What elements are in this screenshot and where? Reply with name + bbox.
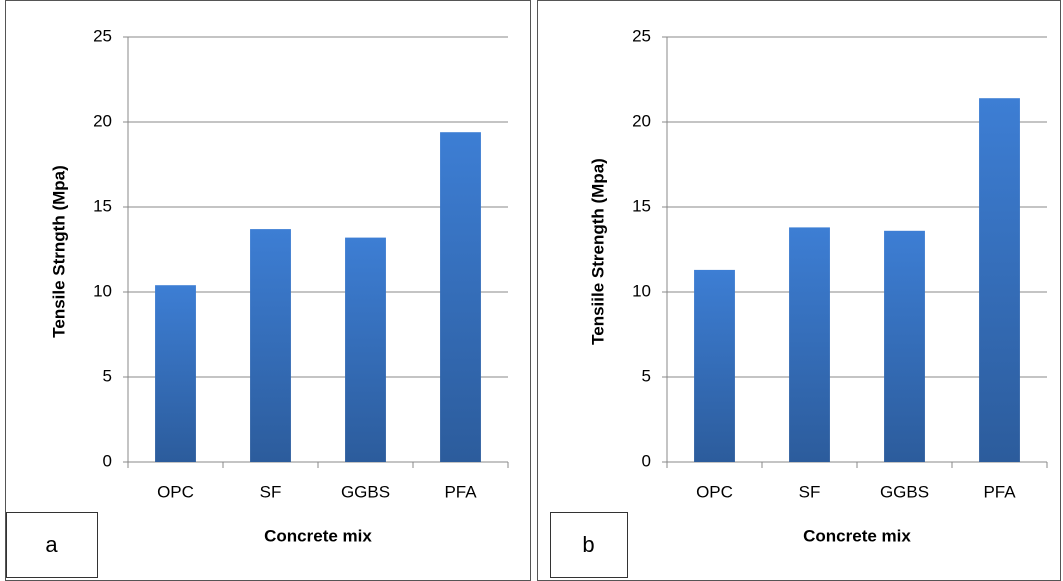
- x-axis-title: Concrete mix: [803, 526, 911, 545]
- y-tick-label: 5: [103, 366, 112, 385]
- panel-label: a: [45, 532, 58, 557]
- x-tick-label: GGBS: [880, 482, 929, 501]
- y-tick-label: 25: [632, 26, 651, 45]
- y-tick-label: 10: [632, 281, 651, 300]
- x-tick-label: SF: [260, 482, 282, 501]
- bar: [440, 132, 481, 462]
- panel-label: b: [582, 532, 594, 557]
- y-axis-title: Tensiile Strength (Mpa): [588, 158, 607, 345]
- y-tick-label: 25: [93, 26, 112, 45]
- y-tick-label: 10: [93, 281, 112, 300]
- bar: [979, 98, 1020, 462]
- bar: [694, 269, 735, 462]
- y-axis-title: Tensile Strngth (Mpa): [49, 165, 68, 338]
- bar: [884, 230, 925, 462]
- y-tick-label: 15: [632, 196, 651, 215]
- panel-label-box: [550, 512, 628, 578]
- x-tick-label: GGBS: [341, 482, 390, 501]
- bar: [155, 285, 196, 462]
- panel-label-box: [6, 512, 98, 578]
- y-tick-label: 20: [632, 111, 651, 130]
- x-axis-title: Concrete mix: [264, 526, 372, 545]
- y-tick-label: 0: [103, 451, 112, 470]
- y-tick-label: 0: [642, 451, 651, 470]
- bar: [789, 227, 830, 462]
- y-tick-label: 20: [93, 111, 112, 130]
- x-tick-label: OPC: [157, 482, 194, 501]
- bar: [250, 229, 291, 462]
- x-tick-label: SF: [799, 482, 821, 501]
- x-tick-label: OPC: [696, 482, 733, 501]
- x-tick-label: PFA: [983, 482, 1016, 501]
- y-tick-label: 5: [642, 366, 651, 385]
- bar: [345, 237, 386, 462]
- y-tick-label: 15: [93, 196, 112, 215]
- x-tick-label: PFA: [444, 482, 477, 501]
